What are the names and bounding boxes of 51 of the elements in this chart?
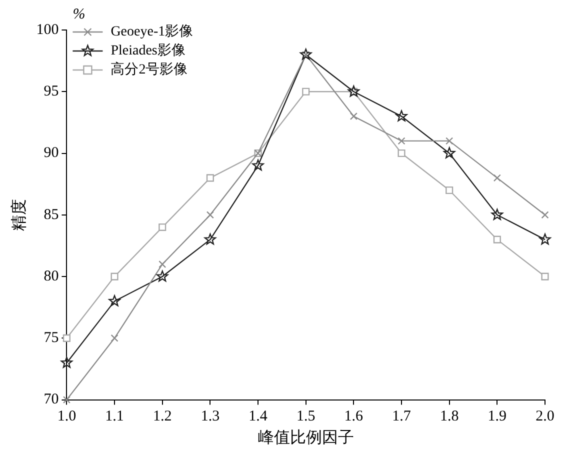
point [110, 334, 118, 342]
point [348, 86, 360, 97]
y-tick-label: 80 [44, 268, 59, 284]
x-axis-title: 峰值比例因子 [258, 428, 354, 447]
x-tick-label: 1.4 [248, 408, 268, 425]
point [398, 149, 406, 158]
x-tick-label: 1.7 [392, 408, 412, 425]
x-tick-label: 1.8 [440, 408, 459, 425]
point [156, 270, 168, 282]
point [491, 208, 503, 220]
point [158, 260, 166, 268]
point [396, 110, 408, 122]
x-tick-label: 1.9 [488, 408, 507, 425]
point [110, 272, 118, 280]
point [446, 186, 454, 194]
y-tick-label: 75 [44, 330, 59, 346]
point [493, 174, 501, 182]
point [493, 236, 501, 244]
x-tick-label: 1.0 [57, 408, 76, 425]
point [539, 233, 551, 245]
point [204, 233, 216, 245]
x-tick-label: 1.2 [152, 408, 172, 425]
legend-label: 高分2号影像 [110, 62, 188, 78]
y-axis-title: 精度 [10, 198, 28, 231]
legend-label: Geoeye-1影像 [110, 24, 194, 40]
x-tick-label: 1.3 [200, 408, 220, 425]
point [158, 223, 166, 232]
point [206, 174, 214, 182]
y-tick-label: 100 [36, 22, 59, 38]
point [541, 272, 549, 280]
point [444, 147, 456, 158]
point [62, 334, 70, 342]
x-tick-label: 1.1 [105, 408, 124, 425]
legend-label: Pleiades影像 [110, 42, 186, 59]
point [350, 112, 358, 120]
x-tick-label: 1.6 [344, 408, 364, 425]
point [541, 211, 549, 219]
point [302, 88, 310, 96]
point [60, 356, 73, 368]
y-tick-label: 95 [44, 84, 59, 100]
y-tick-label: 70 [44, 392, 59, 408]
point [446, 137, 454, 145]
text: % [72, 6, 86, 22]
y-tick-label: 90 [44, 145, 59, 162]
x-tick-label: 1.5 [296, 408, 316, 425]
y-tick-label: 85 [44, 206, 59, 223]
point [398, 137, 406, 145]
x-tick-label: 2.0 [536, 408, 554, 425]
point [252, 159, 264, 171]
point [206, 211, 214, 219]
point [108, 295, 120, 306]
